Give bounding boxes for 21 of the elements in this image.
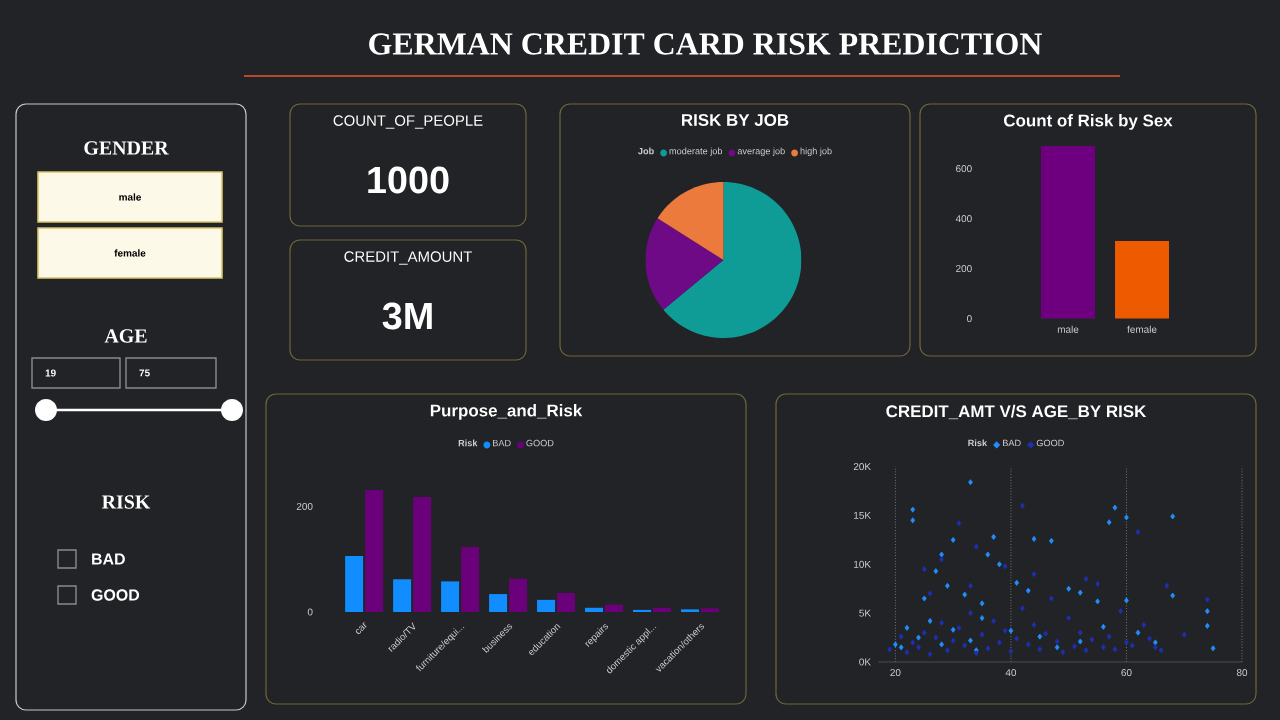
bar [537,599,556,612]
bar [557,593,576,612]
bar [605,604,624,612]
bar [413,496,432,612]
text: 3M [382,302,432,330]
text: RISK [101,495,151,509]
bar [509,578,528,612]
text: GENDER [84,141,169,155]
text: GERMAN CREDIT CARD RISK PREDICTION [369,33,1042,55]
bar [365,490,384,612]
chart-title: RISK BY JOB [682,114,789,126]
bar [345,556,364,612]
chart-title: Count of Risk by Sex [1004,114,1173,130]
chart-title: CREDIT_AMT V/S AGE_BY RISK [886,404,1147,420]
text: AGE [104,329,147,343]
bar [489,594,508,612]
bar [441,581,460,612]
text: 1000 [368,166,449,194]
bar [461,547,480,612]
chart-title: Purpose_and_Risk [430,404,583,420]
bar [393,579,412,612]
